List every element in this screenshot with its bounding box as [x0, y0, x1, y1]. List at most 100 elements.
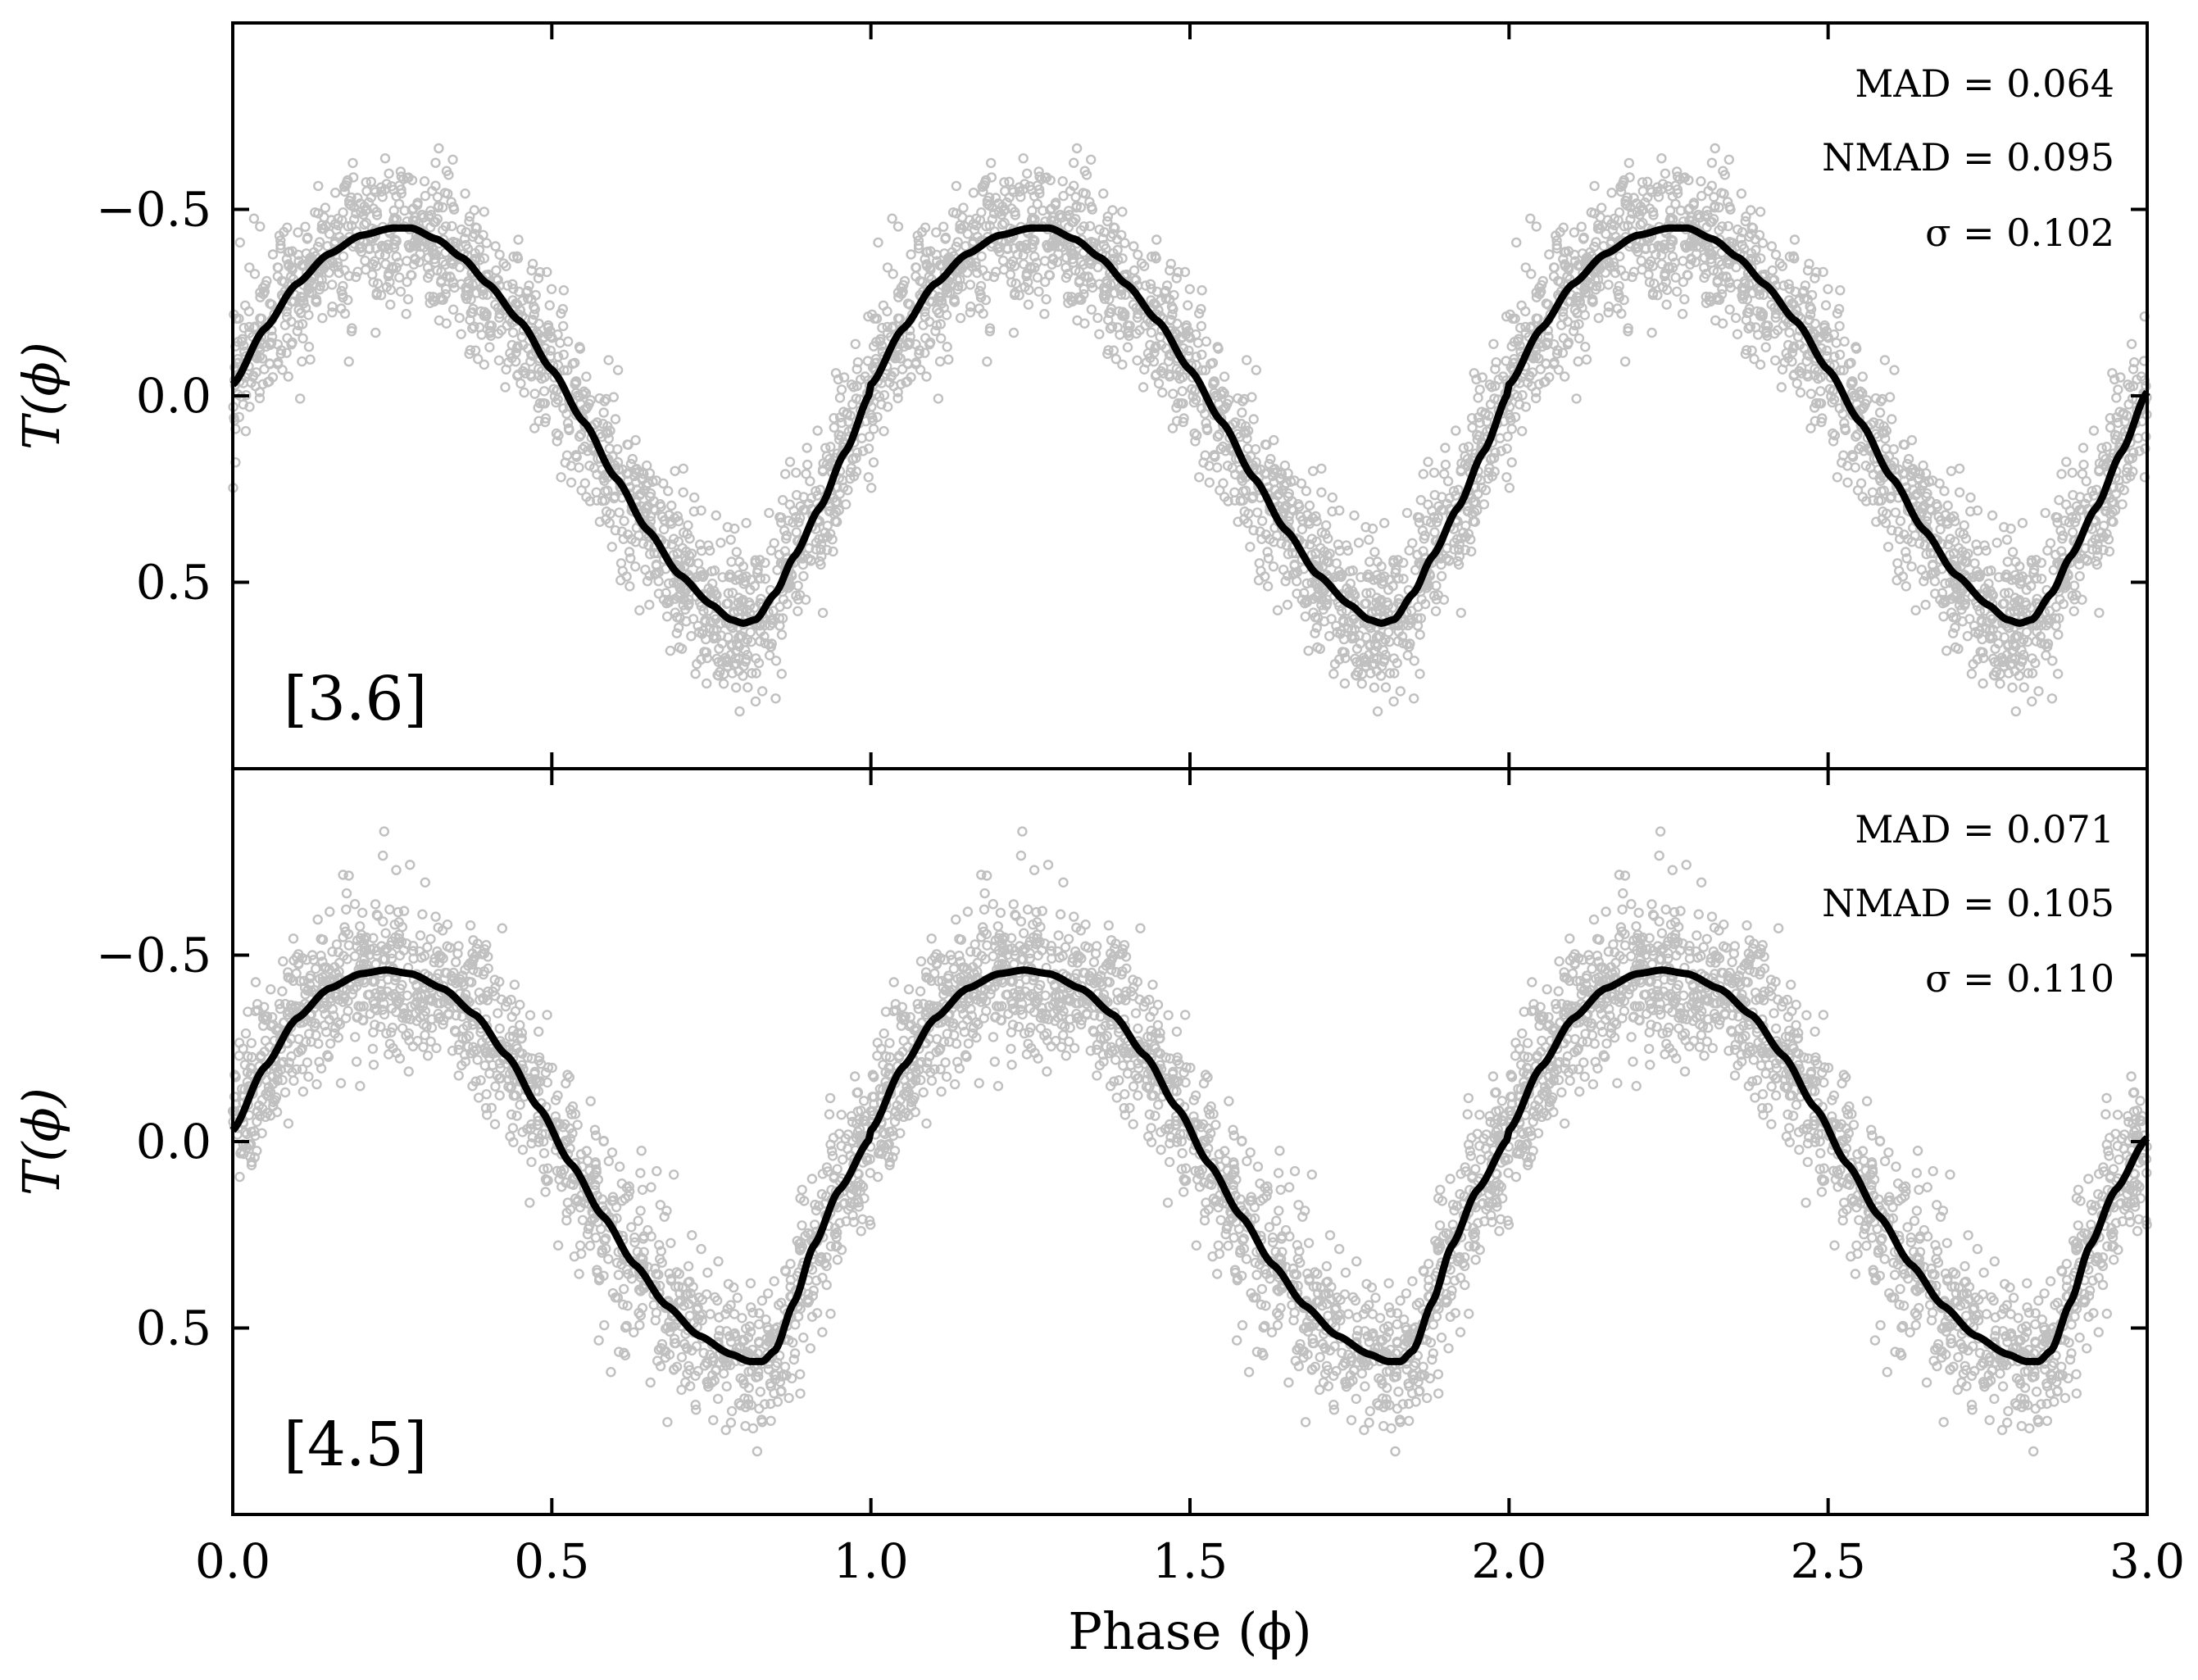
data-point	[320, 202, 331, 213]
data-point	[1117, 359, 1128, 370]
data-point	[493, 355, 505, 366]
data-point	[992, 921, 1004, 932]
data-point	[1544, 372, 1555, 383]
data-point	[1544, 249, 1555, 260]
data-point	[731, 682, 742, 693]
data-point	[544, 300, 555, 311]
data-point	[1999, 598, 2010, 609]
data-point	[1887, 524, 1897, 536]
data-point	[1201, 336, 1212, 347]
data-point	[1855, 478, 1867, 488]
data-point	[313, 180, 324, 192]
data-point	[494, 312, 505, 323]
data-point	[248, 213, 260, 224]
data-point	[1769, 1008, 1779, 1019]
data-point	[2033, 686, 2044, 697]
data-point	[330, 187, 341, 198]
data-point	[464, 216, 475, 227]
data-point	[750, 696, 761, 707]
data-point	[565, 477, 577, 488]
data-point	[2003, 588, 2014, 598]
data-point	[1008, 327, 1020, 338]
data-point	[493, 1008, 503, 1019]
data-point	[1196, 320, 1207, 332]
data-point	[244, 262, 255, 273]
data-point	[1401, 1288, 1412, 1299]
data-point	[1906, 434, 1918, 446]
data-point	[402, 276, 412, 288]
data-point	[1204, 477, 1215, 488]
data-point	[627, 453, 638, 465]
data-point	[865, 483, 877, 493]
data-point	[379, 152, 391, 164]
data-point	[686, 631, 697, 642]
data-point	[642, 576, 653, 587]
data-point	[1939, 486, 1950, 497]
data-point	[1789, 234, 1801, 245]
data-point	[324, 229, 335, 239]
data-point	[666, 500, 677, 511]
data-point	[419, 175, 430, 187]
data-point	[1408, 693, 1419, 704]
data-point	[836, 384, 847, 395]
data-point	[676, 643, 688, 654]
y-tick-label: 0.5	[136, 555, 211, 611]
data-point	[1810, 273, 1820, 284]
data-point	[352, 266, 363, 277]
data-point	[846, 379, 857, 390]
data-point	[1510, 237, 1522, 248]
data-point	[1679, 294, 1690, 305]
data-point	[1132, 312, 1143, 323]
data-point	[1071, 143, 1083, 154]
data-point	[1297, 524, 1308, 535]
data-point	[797, 1220, 807, 1231]
data-point	[1094, 329, 1105, 339]
data-point	[1032, 272, 1043, 283]
data-point	[921, 1118, 932, 1129]
data-point	[315, 281, 325, 292]
y-tick-labels: −0.50.00.5	[96, 182, 211, 611]
data-point	[943, 354, 954, 365]
data-point	[1670, 272, 1681, 283]
data-point	[1404, 545, 1415, 556]
data-point	[1470, 1254, 1481, 1265]
data-point	[751, 668, 761, 679]
data-point	[1660, 168, 1671, 179]
data-point	[670, 465, 680, 476]
data-point	[1724, 304, 1735, 315]
data-point	[726, 556, 737, 567]
data-point	[355, 921, 366, 932]
data-point	[1282, 599, 1293, 611]
data-point	[1122, 342, 1133, 352]
data-point	[1287, 547, 1298, 559]
data-point	[556, 472, 566, 483]
data-point	[2056, 469, 2067, 479]
data-point	[585, 1096, 596, 1106]
data-point	[434, 143, 444, 154]
data-point	[1098, 188, 1109, 199]
data-point	[1423, 456, 1433, 467]
data-point	[1333, 1243, 1345, 1255]
data-point	[965, 279, 976, 290]
data-point	[1465, 534, 1476, 545]
data-point	[1670, 198, 1681, 210]
data-point	[1436, 570, 1447, 582]
data-point	[2087, 544, 2098, 555]
data-point	[1349, 510, 1360, 521]
data-point	[1274, 1145, 1285, 1156]
data-point	[1972, 1243, 1983, 1255]
data-point	[574, 462, 584, 473]
data-point	[267, 249, 279, 260]
data-point	[494, 249, 505, 260]
data-point	[725, 534, 736, 545]
data-point	[920, 306, 930, 317]
data-point	[868, 457, 879, 468]
data-point	[920, 347, 930, 358]
data-point	[1392, 657, 1402, 669]
data-point	[1504, 483, 1515, 493]
band-label: [3.6]	[284, 664, 427, 734]
data-point	[1717, 318, 1728, 329]
data-point	[1591, 281, 1602, 292]
data-point	[1369, 547, 1380, 557]
data-point	[1401, 507, 1413, 519]
